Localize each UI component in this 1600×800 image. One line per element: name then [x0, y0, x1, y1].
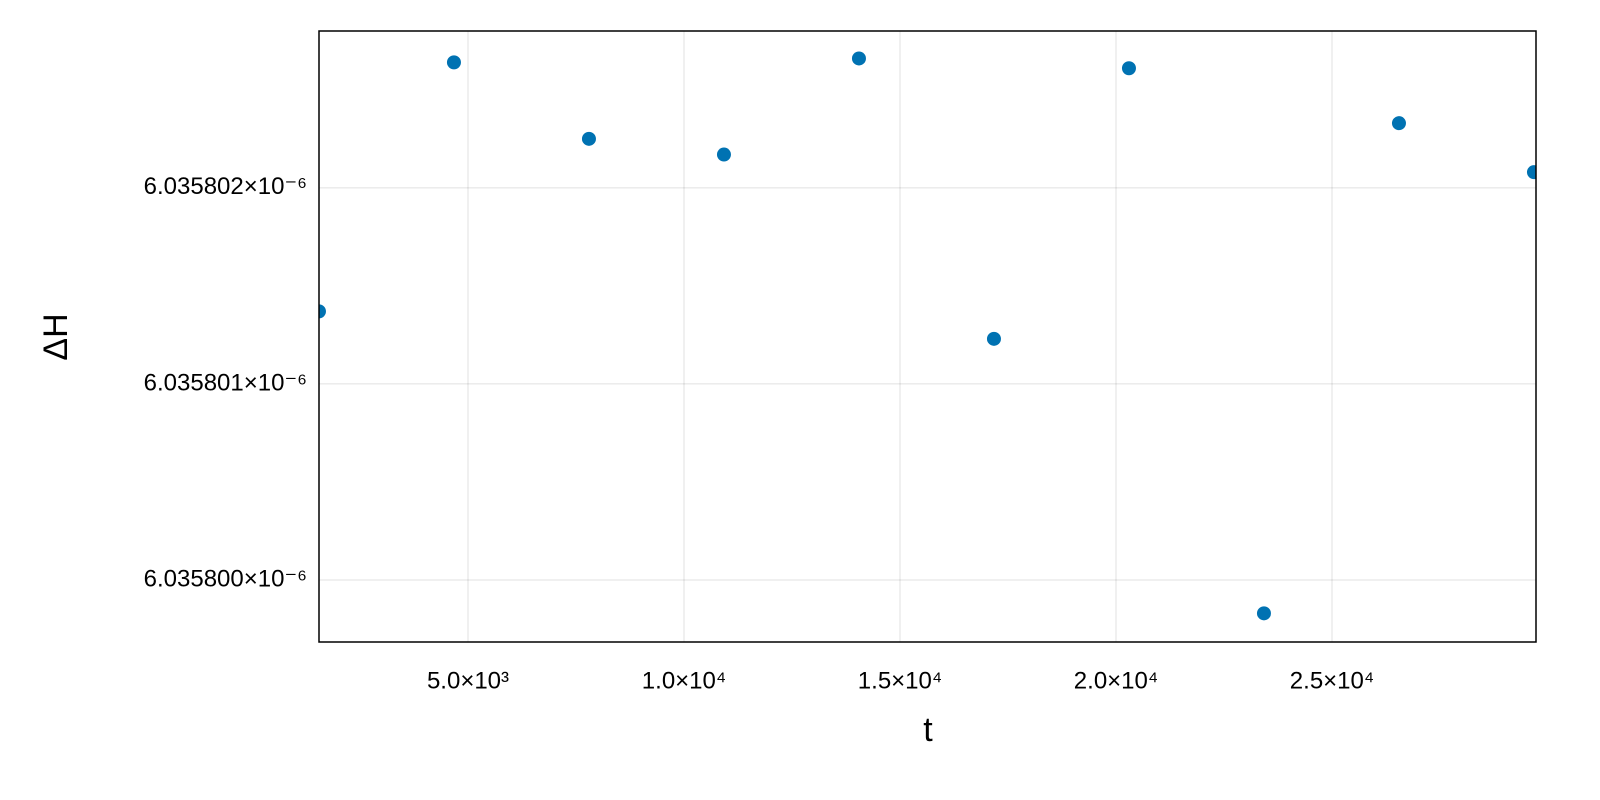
x-tick-label: 1.5×10⁴ — [858, 667, 942, 694]
y-axis-label: ΔH — [37, 313, 75, 360]
y-tick-label: 6.035800×10⁻⁶ — [144, 565, 307, 592]
point — [1391, 116, 1406, 131]
y-tick-label: 6.035802×10⁻⁶ — [144, 173, 307, 200]
point — [1121, 61, 1136, 76]
points — [319, 51, 1536, 621]
point — [446, 55, 461, 70]
grid — [319, 31, 1536, 642]
point — [986, 331, 1001, 346]
y-tick-label: 6.035801×10⁻⁶ — [144, 369, 307, 396]
point — [716, 147, 731, 162]
point — [851, 51, 866, 66]
plot-frame — [318, 30, 1537, 643]
point — [319, 304, 326, 319]
x-tick-label: 1.0×10⁴ — [642, 667, 726, 694]
x-tick-label: 5.0×10³ — [427, 667, 509, 694]
x-tick-label: 2.5×10⁴ — [1290, 667, 1374, 694]
point — [581, 131, 596, 146]
x-tick-label: 2.0×10⁴ — [1074, 667, 1158, 694]
x-axis-label: t — [923, 711, 933, 749]
point — [1526, 165, 1536, 180]
point — [1256, 606, 1271, 621]
